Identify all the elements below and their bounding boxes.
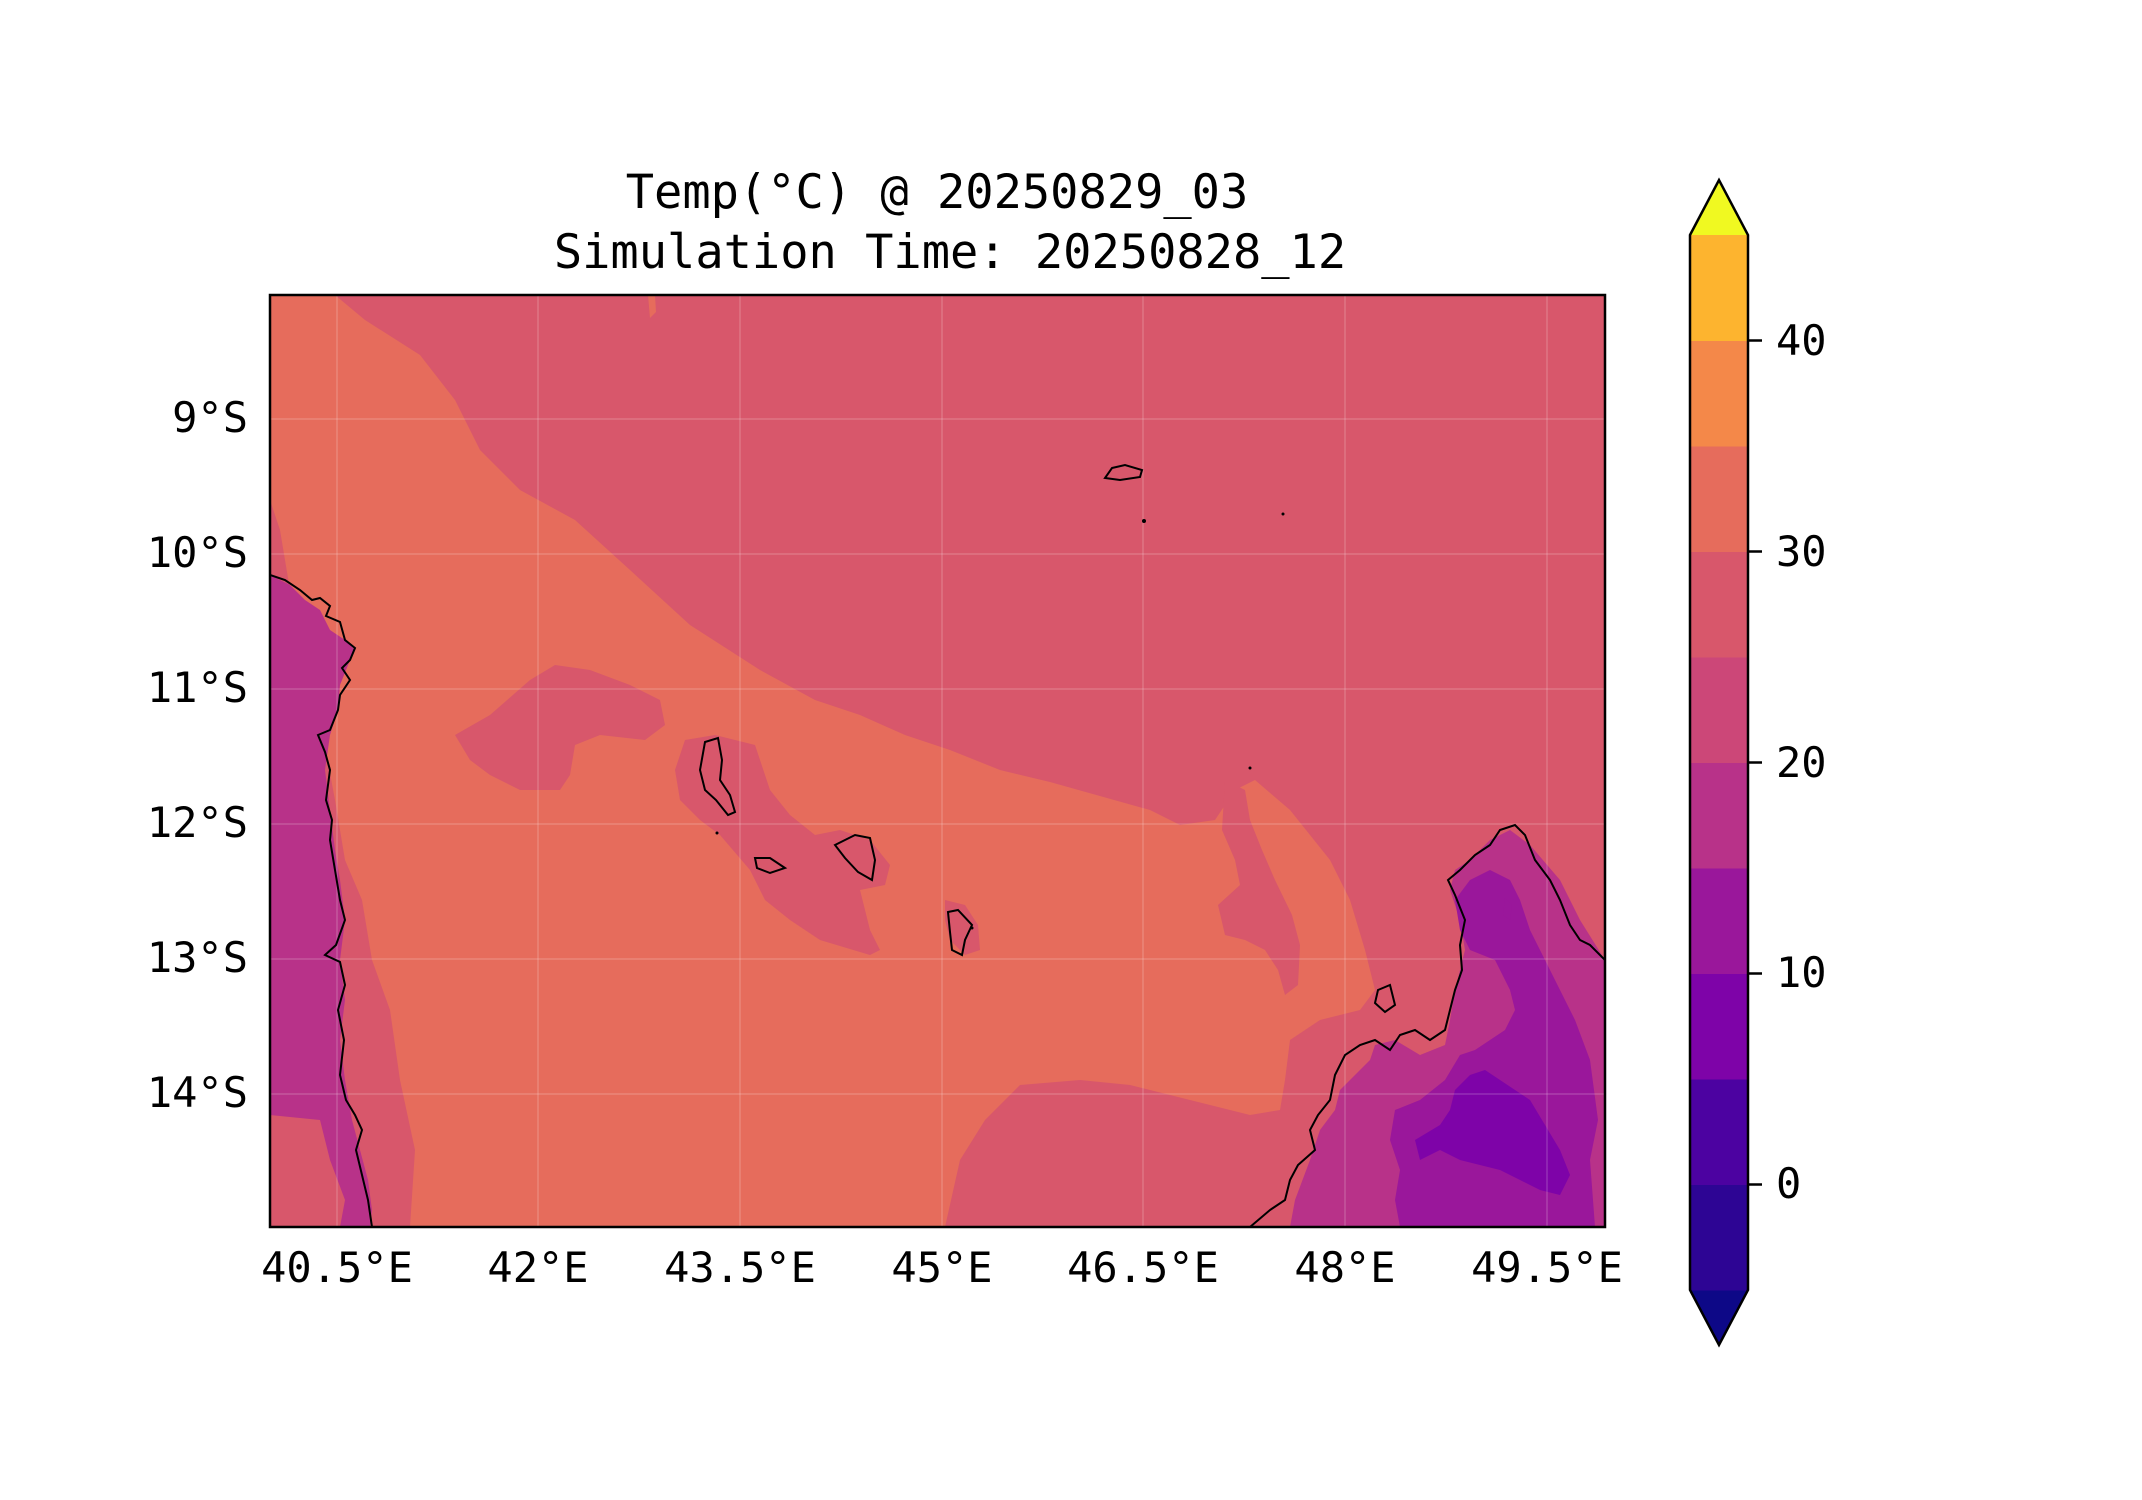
colorbar-tick-label: 30 [1776,527,1827,576]
colorbar-tick-label: 0 [1776,1159,1801,1208]
colorbar-tick-label: 20 [1776,738,1827,787]
colorbar-outline [1688,177,1750,1348]
colorbar-tick-label: 40 [1776,316,1827,365]
latitude-labels: 9°S 10°S 11°S 12°S 13°S 14°S [147,393,248,1117]
colorbar-tick-label: 10 [1776,948,1827,997]
colorbar-band [1690,446,1748,552]
lon-label: 40.5°E [261,1243,413,1292]
africa-land [270,575,372,1227]
colorbar-band [1690,762,1748,869]
madagascar-cool-spot [1503,898,1512,920]
lat-label: 9°S [172,393,248,442]
nosy-be [1373,983,1397,1014]
comoros-grande [698,736,737,817]
map-frame [268,293,1607,1229]
map-panel [270,295,1605,1227]
gridlines [270,295,1605,1227]
africa-coastline [270,574,373,1227]
warm-band [270,295,1375,1227]
colorbar-band [1690,973,1748,1080]
lon-label: 48°E [1294,1243,1395,1292]
colorbar-extend-max [1690,180,1748,235]
colorbar-band [1690,1184,1748,1291]
sea-tongue-tip [1228,715,1245,742]
coastlines [270,463,1605,1227]
mayotte [946,908,974,957]
lat-label: 13°S [147,933,248,982]
lat-label: 11°S [147,663,248,712]
madagascar-coastline [1249,823,1605,1227]
lon-label: 43.5°E [664,1243,816,1292]
chart-title: Temp(°C) @ 20250829_03 [626,165,1249,220]
lat-label: 12°S [147,798,248,847]
colorbar-extend-min [1690,1290,1748,1345]
sea-patch-comoros [675,735,890,955]
colorbar [1688,177,1762,1348]
sea-tongue [1218,780,1300,995]
colorbar-band [1690,551,1748,658]
colorbar-band [1690,657,1748,763]
madagascar-coldest [1415,1070,1570,1195]
longitude-labels: 40.5°E 42°E 43.5°E 45°E 46.5°E 48°E 49.5… [261,1243,1623,1292]
glorieuses [1103,463,1144,482]
colorbar-band [1690,235,1748,341]
sea-patch-mayotte [945,900,980,955]
lon-label: 46.5°E [1067,1243,1219,1292]
comoros-anjouan [833,833,877,882]
colorbar-band [1690,868,1748,974]
warm-band-lobe [648,295,656,318]
africa-coastal-warm [270,1115,345,1227]
lat-label: 14°S [147,1068,248,1117]
lat-label: 10°S [147,528,248,577]
colorbar-tick-labels: 0 10 20 30 40 [1776,316,1827,1208]
colorbar-band [1690,1079,1748,1185]
small-islets [715,512,1285,930]
chart-subtitle: Simulation Time: 20250828_12 [554,225,1346,280]
lon-label: 45°E [891,1243,992,1292]
lon-label: 42°E [487,1243,588,1292]
comoros-moheli [753,857,788,875]
sea-patch-west [455,665,665,790]
colorbar-band [1690,340,1748,447]
lon-label: 49.5°E [1471,1243,1623,1292]
